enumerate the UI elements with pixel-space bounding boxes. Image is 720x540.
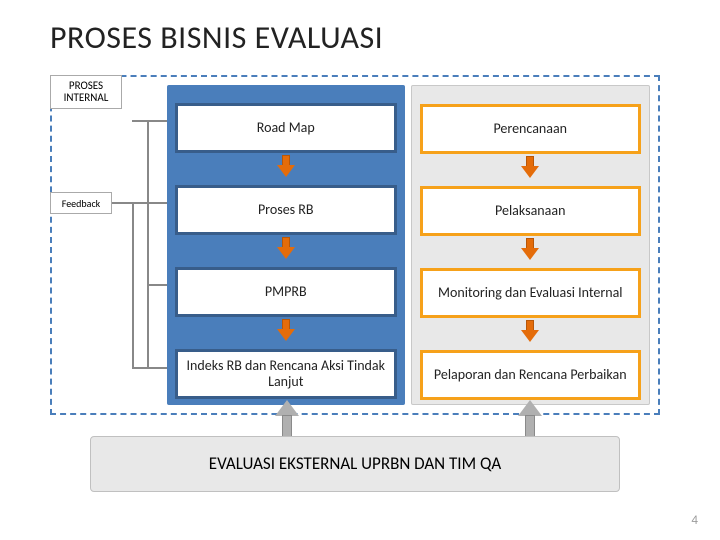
arrow-down-icon	[521, 320, 539, 342]
left-node: PMPRB	[175, 267, 397, 317]
arrow-down-icon	[277, 155, 295, 177]
arrow-down-icon	[277, 237, 295, 259]
feedback-line	[132, 367, 168, 369]
arrow-down-icon	[521, 238, 539, 260]
feedback-line	[132, 120, 168, 122]
feedback-line	[147, 284, 168, 286]
feedback-line	[112, 202, 167, 204]
dashed-frame: PROSES INTERNAL Feedback Road Map Proses …	[50, 75, 660, 415]
left-node: Proses RB	[175, 185, 397, 235]
arrow-down-icon	[521, 156, 539, 178]
left-node: Road Map	[175, 103, 397, 153]
slide-title: PROSES BISNIS EVALUASI	[50, 18, 680, 57]
panel-left: Road Map Proses RB PMPRB Indeks RB dan Renc…	[167, 85, 405, 405]
left-node: Indeks RB dan Rencana Aksi Tindak Lanjut	[175, 349, 397, 399]
right-node: Perencanaan	[420, 104, 642, 154]
right-node: Pelaporan dan Rencana Perbaikan	[420, 350, 642, 400]
bottom-box-evaluasi-eksternal: EVALUASI EKSTERNAL UPRBN DAN TIM QA	[90, 436, 620, 492]
page-number: 4	[691, 513, 698, 528]
label-proses-internal: PROSES INTERNAL	[50, 75, 122, 109]
right-node: Pelaksanaan	[420, 186, 642, 236]
feedback-line	[147, 120, 149, 368]
panel-right: Perencanaan Pelaksanaan Monitoring dan Eva…	[411, 85, 651, 405]
arrow-down-icon	[277, 319, 295, 341]
label-feedback: Feedback	[50, 192, 112, 214]
feedback-line	[132, 202, 134, 367]
right-node: Monitoring dan Evaluasi Internal	[420, 268, 642, 318]
